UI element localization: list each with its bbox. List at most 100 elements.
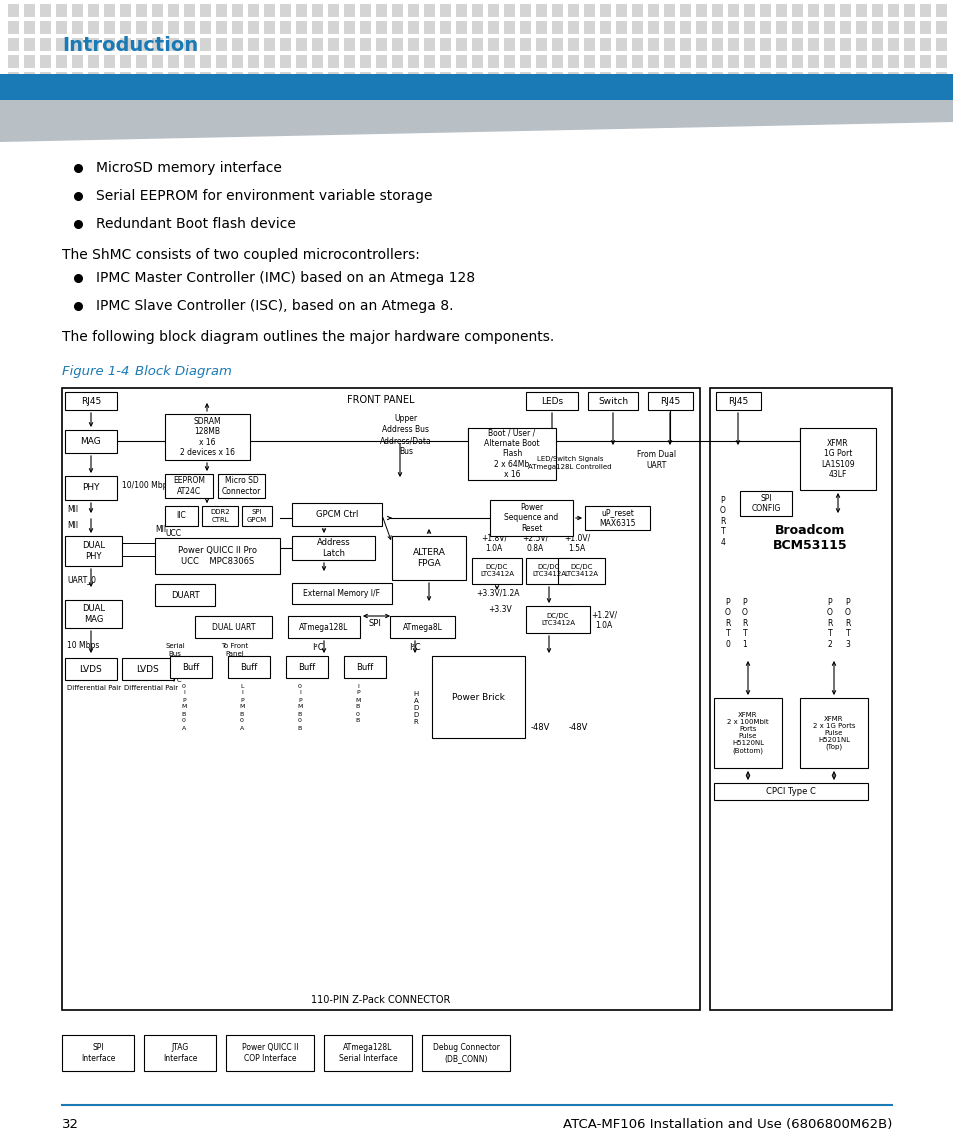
Bar — [292, 583, 392, 605]
Bar — [24, 21, 35, 34]
Bar — [65, 658, 117, 680]
Bar — [919, 55, 930, 68]
Text: +3.3V/1.2A: +3.3V/1.2A — [476, 589, 519, 598]
Bar — [935, 21, 946, 34]
Bar — [791, 38, 802, 52]
Bar — [519, 106, 531, 119]
Bar — [88, 106, 99, 119]
Bar — [202, 506, 237, 526]
Text: SPI
GPCM: SPI GPCM — [247, 510, 267, 522]
Bar — [567, 38, 578, 52]
Bar — [855, 3, 866, 17]
Bar — [536, 106, 546, 119]
Bar — [743, 72, 754, 85]
Bar — [408, 21, 418, 34]
Text: 10 Mbps: 10 Mbps — [67, 641, 99, 650]
Text: uP_reset
MAX6315: uP_reset MAX6315 — [598, 508, 635, 528]
Bar — [8, 89, 19, 102]
Bar — [423, 72, 435, 85]
Bar — [760, 3, 770, 17]
Bar — [286, 656, 328, 678]
Bar — [855, 89, 866, 102]
Bar — [935, 106, 946, 119]
Bar — [935, 38, 946, 52]
Bar — [328, 55, 338, 68]
Text: P
O
R
T
1: P O R T 1 — [741, 598, 747, 648]
Text: P
O
R
T
4: P O R T 4 — [720, 496, 725, 546]
Bar — [200, 21, 211, 34]
Bar — [423, 21, 435, 34]
Bar — [295, 21, 307, 34]
Text: I: I — [183, 690, 185, 695]
Bar — [711, 89, 722, 102]
Bar — [855, 21, 866, 34]
Bar — [456, 55, 467, 68]
Bar — [696, 3, 706, 17]
Text: JTAG
Interface: JTAG Interface — [163, 1043, 197, 1063]
Bar — [312, 3, 323, 17]
Bar — [215, 21, 227, 34]
Bar — [295, 89, 307, 102]
Bar — [616, 38, 626, 52]
Bar — [392, 38, 402, 52]
Bar — [743, 21, 754, 34]
Text: UART_0: UART_0 — [67, 576, 96, 584]
Bar — [215, 38, 227, 52]
Bar — [248, 38, 258, 52]
Bar — [855, 72, 866, 85]
Bar — [840, 3, 850, 17]
Bar — [727, 38, 739, 52]
Bar — [432, 656, 524, 739]
Bar — [727, 55, 739, 68]
Text: I²C: I²C — [312, 643, 323, 653]
Text: Boot / User /
Alternate Boot
Flash
2 x 64Mb
x 16: Boot / User / Alternate Boot Flash 2 x 6… — [484, 428, 539, 480]
Text: H
A
D
D
R: H A D D R — [413, 690, 418, 725]
Bar — [775, 72, 786, 85]
Text: XFMR
2 x 1G Ports
Pulse
H5201NL
(Top): XFMR 2 x 1G Ports Pulse H5201NL (Top) — [812, 716, 854, 750]
Bar — [423, 89, 435, 102]
Bar — [408, 38, 418, 52]
Bar — [503, 89, 515, 102]
Bar — [823, 38, 834, 52]
Bar — [71, 21, 83, 34]
Bar — [840, 106, 850, 119]
Bar — [408, 72, 418, 85]
Bar — [408, 89, 418, 102]
Bar — [71, 72, 83, 85]
Bar — [344, 656, 386, 678]
Bar — [280, 38, 291, 52]
Bar — [468, 428, 556, 480]
Bar — [887, 106, 898, 119]
Bar — [8, 72, 19, 85]
Text: DUAL
MAG: DUAL MAG — [82, 605, 105, 624]
Bar — [88, 38, 99, 52]
Text: B: B — [239, 711, 244, 717]
Text: Serial
Bus: Serial Bus — [165, 643, 185, 656]
Bar — [56, 21, 67, 34]
Bar — [840, 72, 850, 85]
Bar — [616, 3, 626, 17]
Bar — [40, 55, 51, 68]
Text: To Front
Panel: To Front Panel — [221, 643, 249, 656]
Text: Pvt
I²C: Pvt I²C — [172, 670, 182, 682]
Bar — [679, 3, 690, 17]
Bar — [567, 89, 578, 102]
Text: Address
Latch: Address Latch — [316, 538, 350, 558]
Bar — [232, 3, 243, 17]
Bar — [295, 3, 307, 17]
Bar — [503, 72, 515, 85]
Bar — [184, 21, 194, 34]
Bar — [552, 21, 562, 34]
Bar — [439, 106, 451, 119]
Bar — [215, 106, 227, 119]
Bar — [439, 72, 451, 85]
Text: EEPROM
AT24C: EEPROM AT24C — [172, 476, 205, 496]
Bar — [312, 72, 323, 85]
Bar — [631, 21, 642, 34]
Bar — [65, 536, 122, 566]
Bar — [807, 55, 818, 68]
Bar — [24, 3, 35, 17]
Bar — [40, 106, 51, 119]
Text: P
O
R
T
0: P O R T 0 — [724, 598, 730, 648]
Bar — [104, 72, 115, 85]
